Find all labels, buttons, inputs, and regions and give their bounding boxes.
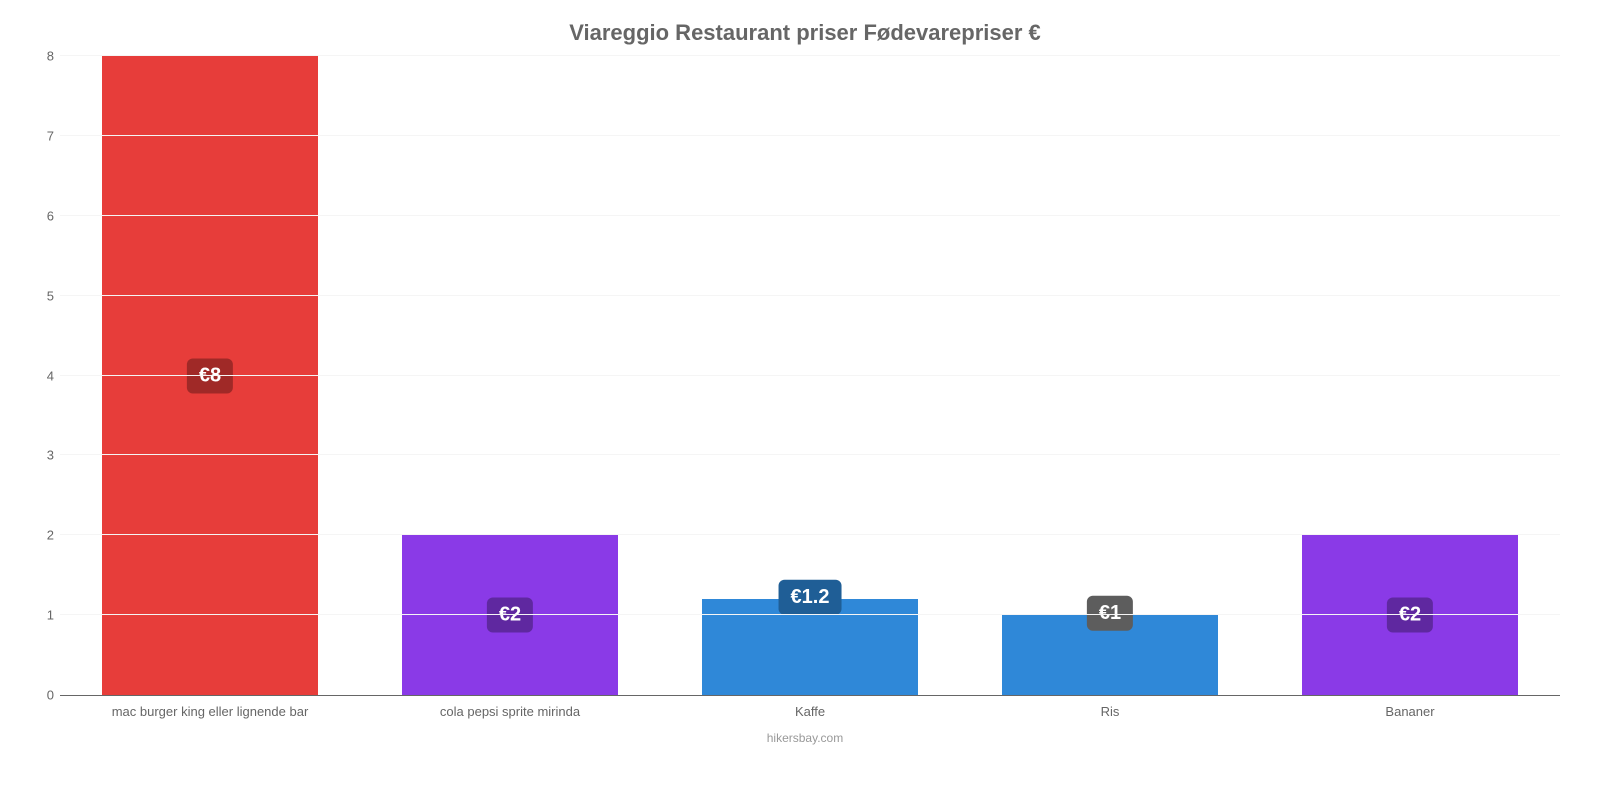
value-badge: €8 bbox=[187, 358, 233, 393]
value-badge: €2 bbox=[487, 598, 533, 633]
bar-slot: €1 bbox=[960, 56, 1260, 695]
bar-slot: €8 bbox=[60, 56, 360, 695]
y-tick: 4 bbox=[47, 368, 54, 383]
chart-credits: hikersbay.com bbox=[40, 731, 1570, 745]
bar-slot: €2 bbox=[360, 56, 660, 695]
y-tick: 3 bbox=[47, 448, 54, 463]
y-tick: 6 bbox=[47, 208, 54, 223]
bars-row: €8 €2 €1.2 €1 €2 bbox=[60, 56, 1560, 695]
grid-line bbox=[60, 614, 1560, 615]
value-badge: €1.2 bbox=[779, 580, 842, 615]
grid-line bbox=[60, 534, 1560, 535]
x-axis-label: mac burger king eller lignende bar bbox=[60, 696, 360, 719]
y-tick: 7 bbox=[47, 128, 54, 143]
y-tick: 1 bbox=[47, 608, 54, 623]
bar: €2 bbox=[1302, 535, 1518, 695]
plot-area: 012345678 €8€2€1.2€1€2 bbox=[60, 56, 1560, 696]
bar-slot: €2 bbox=[1260, 56, 1560, 695]
x-axis-label: cola pepsi sprite mirinda bbox=[360, 696, 660, 719]
bar-slot: €1.2 bbox=[660, 56, 960, 695]
grid-line bbox=[60, 135, 1560, 136]
bar: €2 bbox=[402, 535, 618, 695]
grid-line bbox=[60, 454, 1560, 455]
bar: €8 bbox=[102, 56, 318, 695]
y-axis: 012345678 bbox=[38, 56, 58, 695]
chart-container: Viareggio Restaurant priser Fødevarepris… bbox=[0, 0, 1600, 800]
x-axis-label: Kaffe bbox=[660, 696, 960, 719]
y-tick: 5 bbox=[47, 288, 54, 303]
y-tick: 8 bbox=[47, 49, 54, 64]
bar: €1 bbox=[1002, 615, 1218, 695]
x-axis-label: Bananer bbox=[1260, 696, 1560, 719]
y-tick: 2 bbox=[47, 528, 54, 543]
grid-line bbox=[60, 295, 1560, 296]
grid-line bbox=[60, 375, 1560, 376]
chart-title: Viareggio Restaurant priser Fødevarepris… bbox=[40, 20, 1570, 46]
y-tick: 0 bbox=[47, 688, 54, 703]
value-badge: €2 bbox=[1387, 598, 1433, 633]
grid-line bbox=[60, 55, 1560, 56]
grid-line bbox=[60, 215, 1560, 216]
x-axis-label: Ris bbox=[960, 696, 1260, 719]
x-axis-labels: mac burger king eller lignende barcola p… bbox=[60, 696, 1560, 719]
